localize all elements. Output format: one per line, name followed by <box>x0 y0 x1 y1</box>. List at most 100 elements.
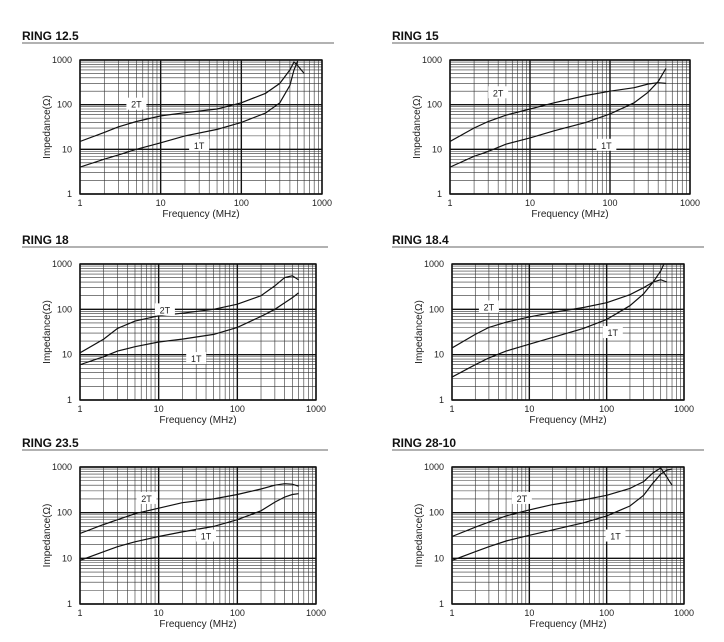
y-tick-label: 1000 <box>424 259 444 269</box>
plot-frame <box>451 466 685 605</box>
x-tick-label: 1 <box>77 608 82 618</box>
chart-title: RING 18.4 <box>392 233 449 247</box>
x-tick-label: 100 <box>599 608 614 618</box>
series-label: 2T <box>160 305 171 315</box>
x-tick-label: 100 <box>230 608 245 618</box>
y-tick-label: 1000 <box>52 55 72 65</box>
x-tick-label: 10 <box>156 198 166 208</box>
series-label: 1T <box>610 532 621 542</box>
y-tick-label: 100 <box>429 304 444 314</box>
chart-title: RING 18 <box>22 233 69 247</box>
series-label: 2T <box>131 100 142 110</box>
series-line-1t <box>80 292 299 366</box>
series-line-2t <box>452 467 673 538</box>
x-tick-label: 10 <box>154 404 164 414</box>
x-tick-label: 100 <box>234 198 249 208</box>
series-label: 2T <box>141 494 152 504</box>
series-line-2t <box>80 275 299 354</box>
y-tick-label: 10 <box>62 144 72 154</box>
y-axis-label: Impedance(Ω) <box>414 504 425 568</box>
series-label-bg <box>605 529 626 542</box>
chart-panel-1: RING 12.5 1 10 100 1000 1 10 100 1000 Frequency (… <box>22 29 334 220</box>
x-axis-label: Frequency (MHz) <box>531 209 608 220</box>
plot-frame <box>451 263 685 401</box>
series-label-bg <box>154 303 175 316</box>
series-label: 2T <box>484 302 495 312</box>
y-axis-label: Impedance(Ω) <box>42 504 53 568</box>
x-tick-label: 1000 <box>312 198 332 208</box>
y-tick-label: 10 <box>62 553 72 563</box>
series-label: 1T <box>601 141 612 151</box>
x-tick-label: 1 <box>77 404 82 414</box>
x-tick-label: 1000 <box>306 404 326 414</box>
y-tick-label: 100 <box>57 100 72 110</box>
x-tick-label: 1000 <box>674 608 694 618</box>
x-tick-label: 10 <box>524 404 534 414</box>
y-tick-label: 1 <box>67 189 72 199</box>
y-tick-label: 1 <box>439 395 444 405</box>
chart-title: RING 15 <box>392 29 439 43</box>
series-label: 2T <box>493 88 504 98</box>
y-tick-label: 10 <box>62 350 72 360</box>
x-tick-label: 100 <box>599 404 614 414</box>
y-tick-label: 10 <box>434 553 444 563</box>
x-tick-label: 10 <box>525 198 535 208</box>
x-tick-label: 10 <box>524 608 534 618</box>
chart-panel-4: RING 18.4 1 10 100 1000 1 10 100 1000 Frequency (… <box>392 233 704 426</box>
series-line-1t <box>452 263 665 378</box>
chart-title: RING 23.5 <box>22 436 79 450</box>
x-tick-label: 10 <box>154 608 164 618</box>
y-tick-label: 1000 <box>424 462 444 472</box>
y-tick-label: 1 <box>67 599 72 609</box>
series-label-bg <box>186 352 207 365</box>
y-tick-label: 1000 <box>52 462 72 472</box>
x-axis-label: Frequency (MHz) <box>529 619 606 630</box>
series-label: 1T <box>194 141 205 151</box>
x-tick-label: 1 <box>449 404 454 414</box>
x-tick-label: 1 <box>447 198 452 208</box>
series-line-2t <box>80 61 305 143</box>
x-tick-label: 1000 <box>680 198 700 208</box>
y-tick-label: 100 <box>57 508 72 518</box>
x-axis-label: Frequency (MHz) <box>159 619 236 630</box>
plot-frame <box>79 263 317 401</box>
series-label-bg <box>196 529 217 542</box>
plot-frame <box>449 59 691 195</box>
plot-frame <box>79 59 323 195</box>
series-label-bg <box>189 138 210 151</box>
y-tick-label: 1000 <box>52 259 72 269</box>
series-label-bg <box>488 86 509 99</box>
series-line-1t <box>80 493 299 561</box>
x-tick-label: 100 <box>230 404 245 414</box>
y-tick-label: 100 <box>429 508 444 518</box>
x-axis-label: Frequency (MHz) <box>159 415 236 426</box>
x-tick-label: 1 <box>77 198 82 208</box>
y-axis-label: Impedance(Ω) <box>42 300 53 364</box>
chart-title: RING 12.5 <box>22 29 79 43</box>
series-label-bg <box>126 97 147 110</box>
y-tick-label: 1 <box>437 189 442 199</box>
series-label-bg <box>136 491 157 504</box>
x-axis-label: Frequency (MHz) <box>162 209 239 220</box>
series-line-1t <box>80 60 299 168</box>
chart-title: RING 28-10 <box>392 436 456 450</box>
y-tick-label: 1000 <box>422 55 442 65</box>
series-line-2t <box>80 483 299 535</box>
chart-panel-2: RING 15 1 10 100 1000 1 10 100 1000 Frequency (MH… <box>392 29 704 220</box>
chart-panel-3: RING 18 1 10 100 1000 1 10 100 1000 Frequency (MH… <box>22 233 328 426</box>
chart-panel-5: RING 23.5 1 10 100 1000 1 10 100 1000 Frequency (… <box>22 436 328 630</box>
series-label-bg <box>596 138 617 151</box>
series-line-2t <box>450 82 666 143</box>
series-label: 1T <box>201 532 212 542</box>
series-label-bg <box>478 300 499 313</box>
y-tick-label: 10 <box>432 144 442 154</box>
x-tick-label: 100 <box>602 198 617 208</box>
y-tick-label: 1 <box>439 599 444 609</box>
series-label-bg <box>511 491 532 504</box>
chart-panel-6: RING 28-10 1 10 100 1000 1 10 100 1000 Frequency … <box>392 436 704 630</box>
y-tick-label: 100 <box>57 304 72 314</box>
y-axis-label: Impedance(Ω) <box>412 95 423 159</box>
y-tick-label: 1 <box>67 395 72 405</box>
series-label-bg <box>602 326 623 339</box>
